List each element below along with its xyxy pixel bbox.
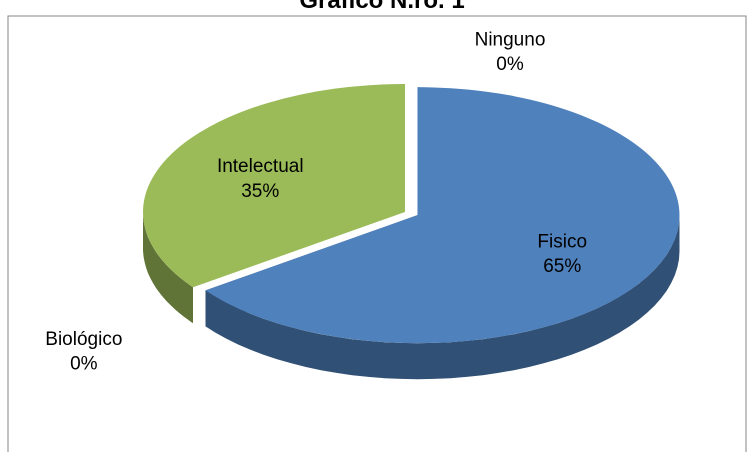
value-label: 0% bbox=[496, 54, 524, 75]
category-label: Ninguno bbox=[475, 29, 546, 50]
category-label: Intelectual bbox=[217, 156, 304, 177]
category-label: Fisico bbox=[537, 231, 587, 252]
data-label: Biológico 0% bbox=[45, 329, 122, 375]
value-label: 35% bbox=[241, 181, 279, 202]
data-label: Ninguno 0% bbox=[475, 29, 546, 75]
data-label: Fisico 65% bbox=[537, 231, 587, 277]
value-label: 0% bbox=[70, 353, 98, 374]
category-label: Biológico bbox=[45, 329, 122, 350]
slice bbox=[143, 84, 406, 288]
data-label: Intelectual 35% bbox=[217, 156, 304, 202]
chart-title: Grafico N.ro. 1 bbox=[299, 0, 464, 14]
slice bbox=[205, 87, 680, 344]
value-label: 65% bbox=[543, 256, 581, 277]
slice-side bbox=[143, 212, 193, 324]
